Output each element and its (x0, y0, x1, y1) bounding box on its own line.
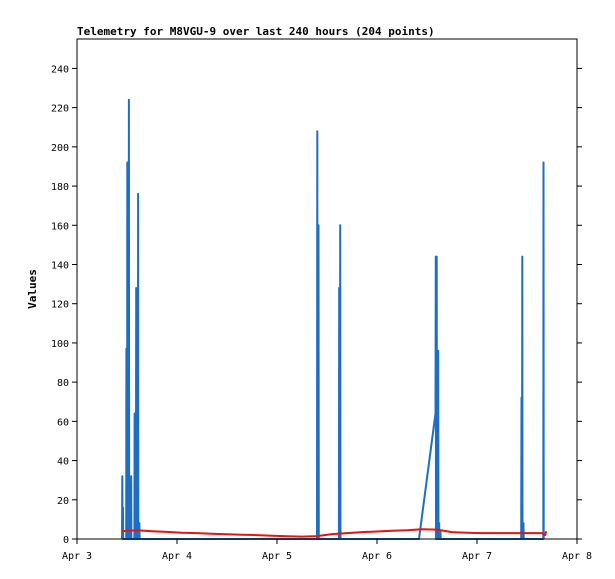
plot-area-frame (76, 38, 578, 540)
y-tick-label: 100 (51, 339, 69, 350)
axes-layer: 0 20 40 60 80 100 120 140 160 180 200 220 240 Apr 3 Ap… (51, 64, 592, 562)
y-tick-label: 0 (63, 535, 69, 546)
chart-title: Telemetry for M8VGU-9 over last 240 hour… (77, 25, 435, 38)
x-tick-label: Apr 6 (362, 551, 392, 562)
y-tick-label: 180 (51, 182, 69, 193)
y-tick-label: 60 (57, 417, 69, 428)
y-tick-label: 120 (51, 300, 69, 311)
y-tick-label: 160 (51, 221, 69, 232)
x-tick-label: Apr 7 (462, 551, 492, 562)
y-tick-label: 20 (57, 496, 69, 507)
y-tick-label: 220 (51, 104, 69, 115)
x-tick-label: Apr 8 (562, 551, 592, 562)
y-tick-label: 80 (57, 378, 69, 389)
y-tick-label: 140 (51, 260, 69, 271)
x-tick-label: Apr 4 (162, 551, 192, 562)
y-tick-label: 200 (51, 143, 69, 154)
x-tick-label: Apr 5 (262, 551, 292, 562)
y-tick-label: 40 (57, 457, 69, 468)
y-tick-label: 240 (51, 64, 69, 75)
trend-series-line (121, 528, 548, 538)
y-axis-label: Values (26, 269, 39, 309)
x-tick-label: Apr 3 (62, 551, 92, 562)
